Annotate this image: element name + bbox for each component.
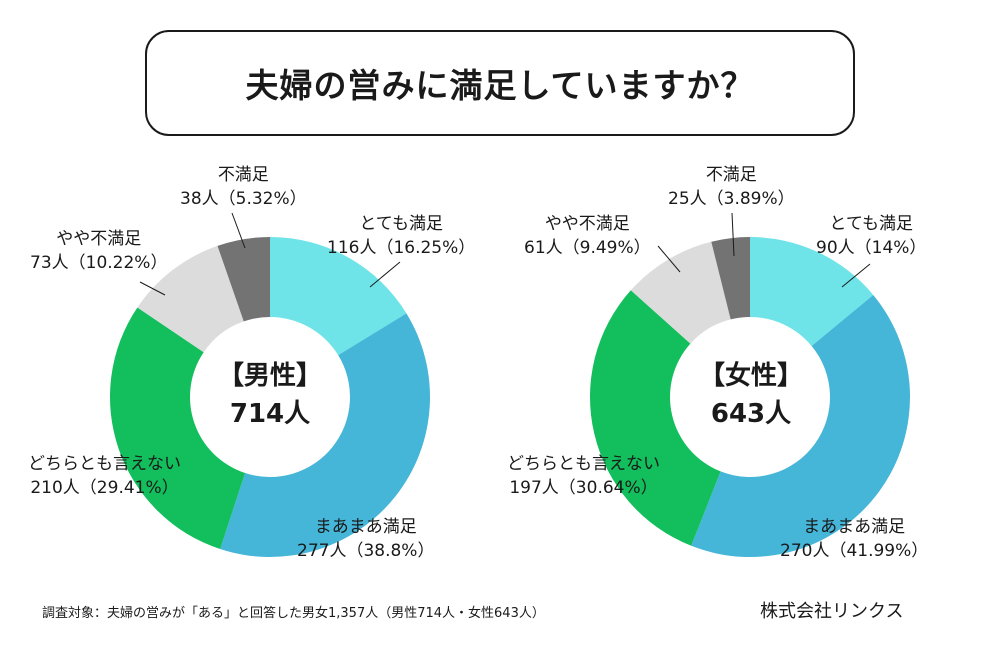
female-slice-neutral	[589, 290, 721, 546]
category-value: 61人（9.49%）	[524, 238, 651, 258]
category-value: 197人（30.64%）	[509, 478, 658, 498]
female-label-neutral: どちらとも言えない 197人（30.64%）	[507, 452, 660, 500]
female-leader-line-somewhat-dissatisfied	[657, 245, 681, 273]
female-leader-line-dissatisfied	[731, 212, 735, 257]
female-center-label: 【女性】 643人	[681, 357, 821, 433]
category-name: 不満足	[705, 165, 757, 185]
chart-title: 夫婦の営みに満足していますか？	[145, 30, 855, 136]
female-label-dissatisfied: 不満足 25人（3.89%）	[668, 163, 795, 211]
male-label-somewhat-dissatisfied: やや不満足 73人（10.22%）	[30, 227, 167, 275]
female-slice-somewhat-dissatisfied	[630, 241, 731, 344]
category-value: 38人（5.32%）	[180, 189, 307, 209]
male-leader-line-very-satisfied	[369, 261, 401, 288]
male-label-dissatisfied: 不満足 38人（5.32%）	[180, 163, 307, 211]
female-label-very-satisfied: とても満足 90人（14%）	[816, 212, 926, 260]
male-slice-dissatisfied	[217, 237, 270, 322]
male-center-label: 【男性】 714人	[200, 357, 340, 433]
category-name: まあまあ満足	[803, 517, 906, 537]
category-name: とても満足	[359, 214, 443, 234]
male-label-somewhat-satisfied: まあまあ満足 277人（38.8%）	[297, 515, 434, 563]
category-value: 277人（38.8%）	[297, 541, 435, 561]
center-title: 【女性】	[698, 361, 803, 391]
category-name: どちらとも言えない	[28, 454, 181, 474]
male-slice-somewhat-satisfied	[220, 313, 430, 557]
male-slice-somewhat-dissatisfied	[137, 245, 244, 353]
category-name: 不満足	[217, 165, 269, 185]
center-total: 643人	[710, 399, 792, 429]
female-label-somewhat-satisfied: まあまあ満足 270人（41.99%）	[780, 515, 928, 563]
center-total: 714人	[229, 399, 311, 429]
female-slice-dissatisfied	[711, 237, 750, 320]
category-name: まあまあ満足	[314, 517, 417, 537]
category-name: とても満足	[829, 214, 914, 234]
company-name: 株式会社リンクス	[760, 601, 904, 622]
survey-footnote: 調査対象：夫婦の営みが「ある」と回答した男女1,357人（男性714人・女性64…	[42, 606, 545, 621]
category-value: 116人（16.25%）	[327, 238, 476, 258]
category-value: 270人（41.99%）	[780, 541, 929, 561]
male-slice-very-satisfied	[270, 237, 407, 356]
category-name: どちらとも言えない	[507, 454, 660, 474]
category-value: 90人（14%）	[816, 238, 927, 258]
category-name: やや不満足	[56, 229, 142, 249]
female-label-somewhat-dissatisfied: やや不満足 61人（9.49%）	[524, 212, 651, 260]
female-leader-line-very-satisfied	[841, 263, 871, 288]
category-value: 73人（10.22%）	[30, 253, 168, 273]
male-label-neutral: どちらとも言えない 210人（29.41%）	[28, 452, 181, 500]
male-leader-line-somewhat-dissatisfied	[139, 281, 166, 296]
category-value: 210人（29.41%）	[30, 478, 179, 498]
category-value: 25人（3.89%）	[668, 189, 795, 209]
male-leader-line-dissatisfied	[231, 212, 246, 249]
center-title: 【男性】	[217, 361, 322, 391]
category-name: やや不満足	[544, 214, 630, 234]
male-label-very-satisfied: とても満足 116人（16.25%）	[327, 212, 475, 260]
male-slice-neutral	[109, 307, 246, 550]
female-slice-somewhat-satisfied	[691, 294, 911, 558]
female-slice-very-satisfied	[750, 237, 874, 346]
